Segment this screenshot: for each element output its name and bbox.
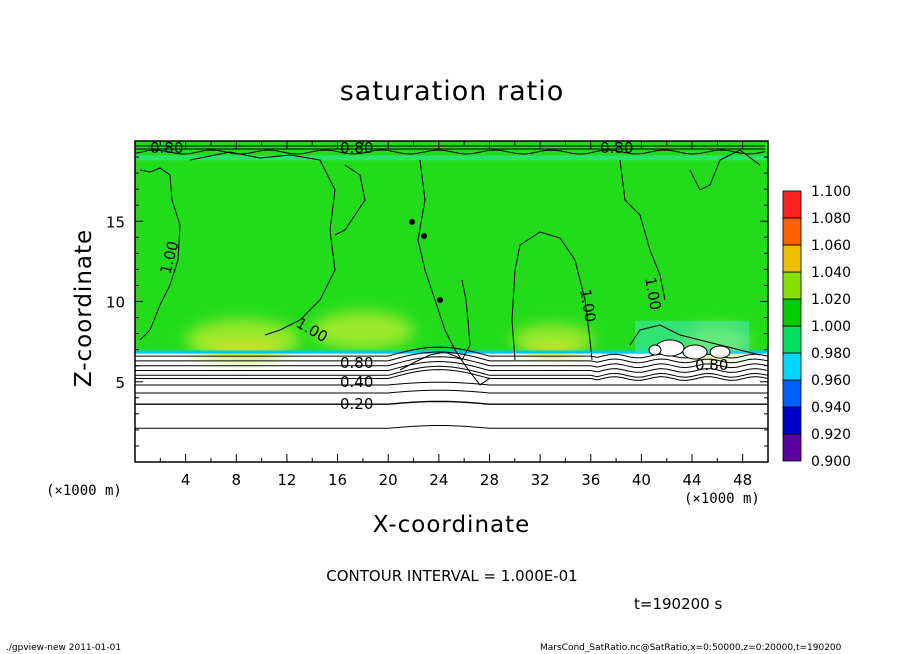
x-tick-label-28: 28 xyxy=(480,471,499,489)
colorbar-label-6: 1.020 xyxy=(811,292,851,308)
colorbar-label-1: 0.920 xyxy=(811,427,851,443)
dry-layer xyxy=(135,353,768,462)
cloud-blob-1 xyxy=(682,344,708,360)
small-cloud-1 xyxy=(421,233,427,239)
heatmap-patch-0 xyxy=(185,319,300,361)
plot-area: 1.001.001.00 1.000.800.400.200.800.80 0.80… xyxy=(135,139,768,462)
contour-label-10: 0.80 xyxy=(600,139,633,157)
colorbar-label-3: 0.960 xyxy=(811,373,851,389)
contour-100-3 xyxy=(619,159,666,301)
colorbar-swatch-5 xyxy=(782,298,802,327)
contour-label-3: 1.00 xyxy=(641,276,665,312)
x-axis-label: X-coordinate xyxy=(372,512,531,538)
time-label: t=190200 s xyxy=(634,595,723,613)
x-tick-label-20: 20 xyxy=(379,471,398,489)
x-tick-label-12: 12 xyxy=(277,471,296,489)
x-tick-label-36: 36 xyxy=(581,471,600,489)
contour-line-3 xyxy=(135,360,768,373)
colorbar-swatch-9 xyxy=(782,190,802,219)
heatmap-top-fringe xyxy=(135,155,768,161)
y-tick-label-5: 5 xyxy=(115,374,125,392)
contour-100-0 xyxy=(139,167,181,341)
colorbar-swatch-7 xyxy=(782,244,802,273)
footer-right: MarsCond_SatRatio.nc@SatRatio,x=0:50000,… xyxy=(540,643,842,653)
contour-top-2 xyxy=(135,149,766,155)
contour-label-6: 0.20 xyxy=(340,395,373,413)
contour-100-2 xyxy=(511,231,593,361)
heatmap-saturated-region xyxy=(135,141,768,353)
contour-line-2 xyxy=(135,356,768,369)
cloud-blob-3 xyxy=(648,344,662,356)
x-tick-label-8: 8 xyxy=(232,471,242,489)
y-tick-label-10: 10 xyxy=(106,294,125,312)
footer-left: ./gpview-new 2011-01-01 xyxy=(6,643,122,653)
contour-100-1 xyxy=(189,151,336,336)
x-tick-label-48: 48 xyxy=(733,471,752,489)
colorbar-label-9: 1.080 xyxy=(811,211,851,227)
colorbar-swatch-2 xyxy=(782,379,802,408)
x-tick-label-24: 24 xyxy=(429,471,448,489)
colorbar-swatch-0 xyxy=(782,433,802,462)
contour-cloud-line xyxy=(629,324,761,356)
colorbar-swatch-6 xyxy=(782,271,802,300)
colorbar-label-0: 0.900 xyxy=(811,454,851,470)
small-cloud-2 xyxy=(409,219,415,225)
x-unit-label-right: (×1000 m) xyxy=(684,491,760,507)
contour-label-9: 0.80 xyxy=(340,139,373,157)
small-cloud-0 xyxy=(437,297,443,303)
x-tick-label-44: 44 xyxy=(682,471,701,489)
contour-line-7 xyxy=(135,389,768,394)
colorbar-swatch-8 xyxy=(782,217,802,246)
contour-interval-label: CONTOUR INTERVAL = 1.000E-01 xyxy=(326,567,578,585)
colorbar-label-10: 1.100 xyxy=(811,184,851,200)
contour-line-9 xyxy=(135,425,768,429)
contour-line-6 xyxy=(135,381,768,386)
contour-100-5 xyxy=(334,164,366,236)
contour-100-4 xyxy=(689,149,761,191)
x-tick-label-4: 4 xyxy=(181,471,191,489)
chart-title: saturation ratio xyxy=(339,76,565,107)
colorbar-label-2: 0.940 xyxy=(811,400,851,416)
colorbar-label-8: 1.060 xyxy=(811,238,851,254)
x-tick-label-40: 40 xyxy=(632,471,651,489)
x-tick-label-16: 16 xyxy=(328,471,347,489)
y-axis-label: Z-coordinate xyxy=(71,228,97,388)
contour-line-1 xyxy=(135,351,768,364)
contour-line-5 xyxy=(135,369,768,382)
contour-line-4 xyxy=(135,365,768,378)
y-tick-label-15: 15 xyxy=(106,213,125,231)
colorbar-swatch-4 xyxy=(782,325,802,354)
colorbar-label-4: 0.980 xyxy=(811,346,851,362)
x-unit-label-left: (×1000 m) xyxy=(46,483,122,499)
x-tick-label-32: 32 xyxy=(531,471,550,489)
contour-column-base xyxy=(399,351,491,386)
contour-label-7: 0.80 xyxy=(695,356,728,374)
contour-column xyxy=(417,159,471,361)
heatmap-patch-2 xyxy=(312,311,414,350)
contour-line-8 xyxy=(135,400,768,405)
colorbar-label-7: 1.040 xyxy=(811,265,851,281)
contour-label-8: 0.80 xyxy=(150,139,183,157)
contour-label-4: 0.80 xyxy=(340,354,373,372)
colorbar-swatch-1 xyxy=(782,406,802,435)
colorbar-swatch-3 xyxy=(782,352,802,381)
cloud-blob-2 xyxy=(709,345,731,359)
colorbar-label-5: 1.000 xyxy=(811,319,851,335)
contour-label-2: 1.00 xyxy=(576,288,600,324)
heatmap-base-fringe xyxy=(135,350,768,354)
contour-label-5: 0.40 xyxy=(340,373,373,391)
